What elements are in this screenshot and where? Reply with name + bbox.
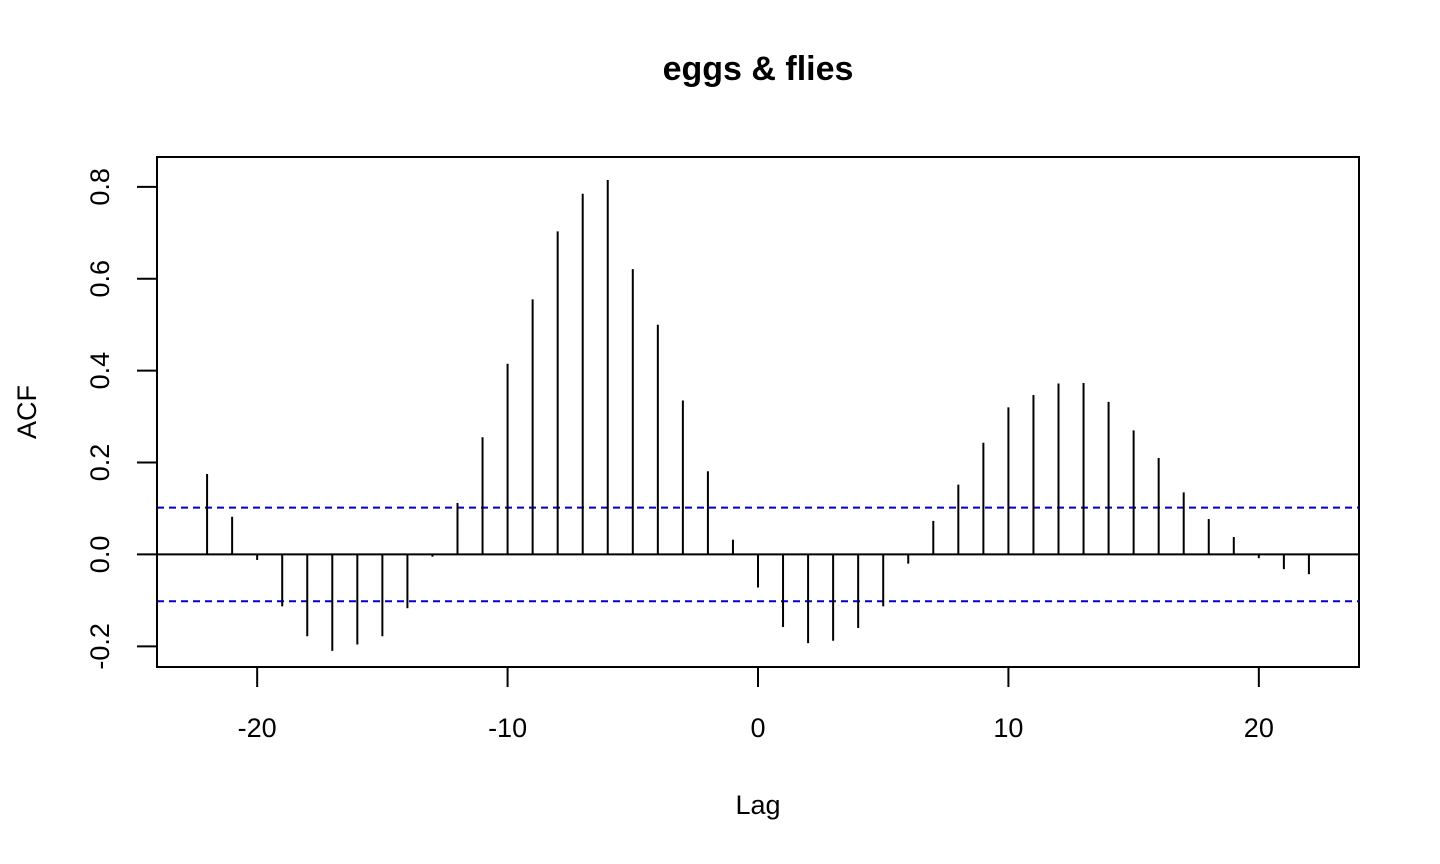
x-axis-label: Lag bbox=[735, 790, 780, 820]
y-tick-label: -0.2 bbox=[85, 623, 115, 670]
y-tick-label: 0.4 bbox=[85, 352, 115, 390]
acf-spikes bbox=[206, 179, 1310, 651]
x-tick-label: 20 bbox=[1244, 713, 1274, 743]
y-axis-label: ACF bbox=[12, 385, 42, 439]
x-tick-label: 10 bbox=[993, 713, 1023, 743]
y-tick-label: 0.6 bbox=[85, 260, 115, 298]
x-tick-label: -20 bbox=[238, 713, 277, 743]
chart-title: eggs & flies bbox=[663, 50, 854, 88]
x-tick-label: -10 bbox=[488, 713, 527, 743]
y-tick-label: 0.2 bbox=[85, 444, 115, 482]
y-axis: -0.2 0.0 0.2 0.4 0.6 0.8 bbox=[85, 168, 158, 670]
y-tick-label: 0.0 bbox=[85, 536, 115, 574]
y-tick-label: 0.8 bbox=[85, 168, 115, 206]
plot-frame bbox=[156, 156, 1360, 668]
x-tick-label: 0 bbox=[750, 713, 765, 743]
x-axis: -20 -10 0 10 20 bbox=[238, 666, 1274, 743]
